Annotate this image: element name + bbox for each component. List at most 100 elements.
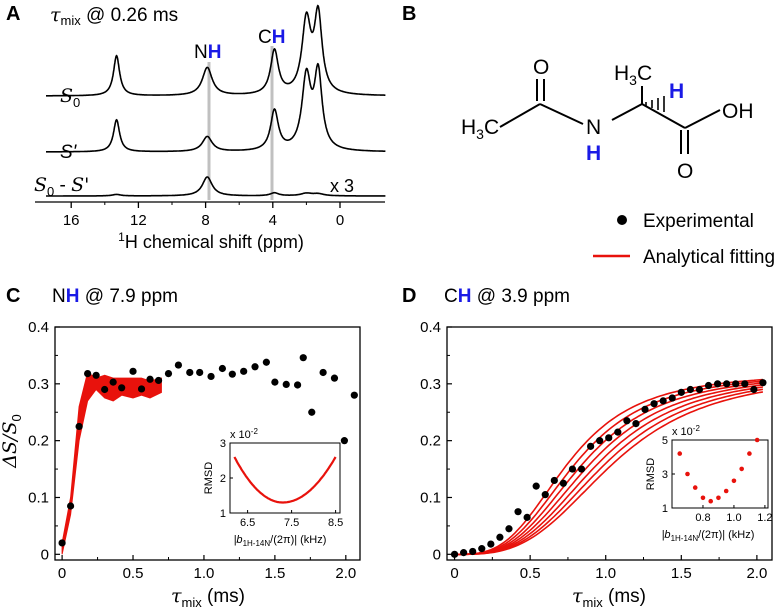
inset-x-tick-label: 0.8 — [695, 512, 710, 524]
inset-y-tick-label: 5 — [662, 435, 668, 447]
data-point — [340, 437, 348, 445]
data-point — [723, 380, 731, 388]
data-point — [704, 381, 713, 390]
panel-d-title: CH @ 3.9 ppm — [444, 286, 570, 307]
inset-point — [723, 488, 729, 494]
data-point — [541, 491, 549, 499]
x-tick-label: 0 — [58, 565, 66, 582]
panel-c-frame — [54, 326, 361, 561]
inset-y-tick-label: 3 — [220, 438, 226, 450]
inset-y-tick-label: 2 — [220, 473, 226, 485]
panel-letter-d: D — [402, 285, 416, 307]
inset-rmsd-curve — [233, 456, 337, 504]
inset-point — [692, 485, 698, 490]
panel-a: A τmix @ 0.26 ms NH CH S0 S' S0 - S' x 3… — [6, 3, 386, 252]
atom-oxygen-bottom: O — [677, 160, 693, 183]
data-point — [550, 476, 558, 485]
diff-scale-label: x 3 — [330, 176, 354, 196]
x-tick-label: 1.5 — [671, 565, 692, 582]
inset-x-label: |b1H-14N/(2π)| (kHz) — [234, 534, 327, 548]
panel-b: B H3C O N H H3C H OH O E — [402, 3, 775, 268]
data-point — [330, 374, 339, 382]
panel-a-ticks: 16 12 8 4 0 — [63, 202, 344, 229]
inset-point — [716, 495, 721, 501]
inset-x-tick-label: 8.5 — [328, 517, 343, 529]
atom-hydroxyl: OH — [722, 100, 754, 123]
data-point — [196, 368, 204, 377]
spectrum-sprime — [46, 62, 386, 153]
data-point — [228, 370, 236, 378]
trace-label-diff: S0 - S' — [34, 174, 89, 199]
ch-peak-label-c: C — [258, 27, 272, 48]
data-point — [92, 371, 100, 379]
panel-a-title-sub: mix — [61, 13, 82, 28]
inset-x-label-sub: 1H-14N — [243, 539, 271, 548]
legend-fitting-label: Analytical fitting — [643, 247, 775, 268]
data-point — [614, 428, 622, 436]
y-tick-label: 0.1 — [420, 489, 441, 506]
data-point — [568, 465, 577, 473]
data-point — [350, 391, 358, 399]
panel-a-tick-label: 8 — [201, 212, 209, 229]
y-tick-label: 0.4 — [28, 319, 49, 336]
inset-point — [739, 466, 744, 472]
data-point — [650, 400, 658, 408]
panel-a-tick-label: 16 — [63, 212, 80, 229]
data-point — [84, 370, 92, 378]
panel-d-inset: 0.8 1.0 1.2 1 3 5 x 10-2 RMSD |b1H-14N/(2π)| (kH… — [645, 424, 773, 543]
data-point — [514, 508, 522, 516]
inset-scale-exp: -2 — [251, 427, 259, 436]
data-point — [732, 380, 740, 388]
inset-point — [700, 495, 706, 501]
data-point — [299, 354, 307, 362]
x-tick-label: 0.5 — [123, 565, 144, 582]
data-point — [668, 394, 676, 402]
data-point — [713, 380, 722, 388]
data-point — [75, 422, 83, 431]
data-point — [577, 465, 586, 473]
inset-x-tick-label: 7.5 — [284, 517, 299, 529]
panel-c-y-label: ΔS/S0 — [0, 414, 24, 468]
data-point — [695, 385, 704, 394]
nh-peak-label: NH — [194, 42, 221, 63]
atom-methyl-left: H3C — [461, 116, 499, 142]
data-point — [207, 372, 215, 381]
y-tick-label: 0.1 — [28, 489, 49, 506]
inset-y-tick-label: 1 — [662, 503, 668, 515]
data-point — [750, 385, 758, 394]
nh-peak-label-h: H — [208, 42, 222, 63]
data-point — [487, 540, 495, 548]
fit-curve — [454, 386, 764, 556]
inset-point — [731, 478, 737, 484]
legend-experimental-marker — [617, 215, 627, 225]
data-point — [308, 408, 316, 416]
fit-curve — [454, 384, 764, 556]
y-tick-label: 0.3 — [420, 376, 441, 393]
panel-d-points — [450, 379, 767, 558]
data-point — [469, 547, 477, 556]
data-point — [605, 434, 613, 442]
inset-y-label: RMSD — [645, 458, 657, 490]
panel-c-axes: 0 0.5 1.0 1.5 2.0 0 0.1 0.2 0.3 0.4 — [28, 319, 356, 582]
data-point — [632, 420, 640, 428]
data-point — [251, 363, 259, 371]
data-point — [505, 525, 513, 533]
atom-amide-h: H — [586, 142, 601, 165]
x-tick-label: 0.5 — [520, 565, 541, 582]
data-point — [741, 380, 749, 388]
inset-x-tick-label: 1.2 — [757, 512, 772, 524]
inset-point — [708, 498, 714, 504]
inset-x-label-b: |b — [234, 534, 243, 546]
inset-y-tick-label: 3 — [662, 469, 668, 481]
x-tick-label: 2.0 — [335, 565, 356, 582]
panel-c-x-label: τmix (ms) — [171, 585, 245, 609]
data-point — [109, 378, 117, 386]
panel-a-tick-label: 4 — [269, 212, 277, 229]
data-point — [478, 545, 486, 553]
molecule-wedge-hash — [645, 96, 665, 112]
data-point — [623, 417, 631, 425]
inset-point — [677, 451, 683, 456]
panel-letter-c: C — [6, 285, 20, 307]
data-point — [137, 385, 146, 393]
